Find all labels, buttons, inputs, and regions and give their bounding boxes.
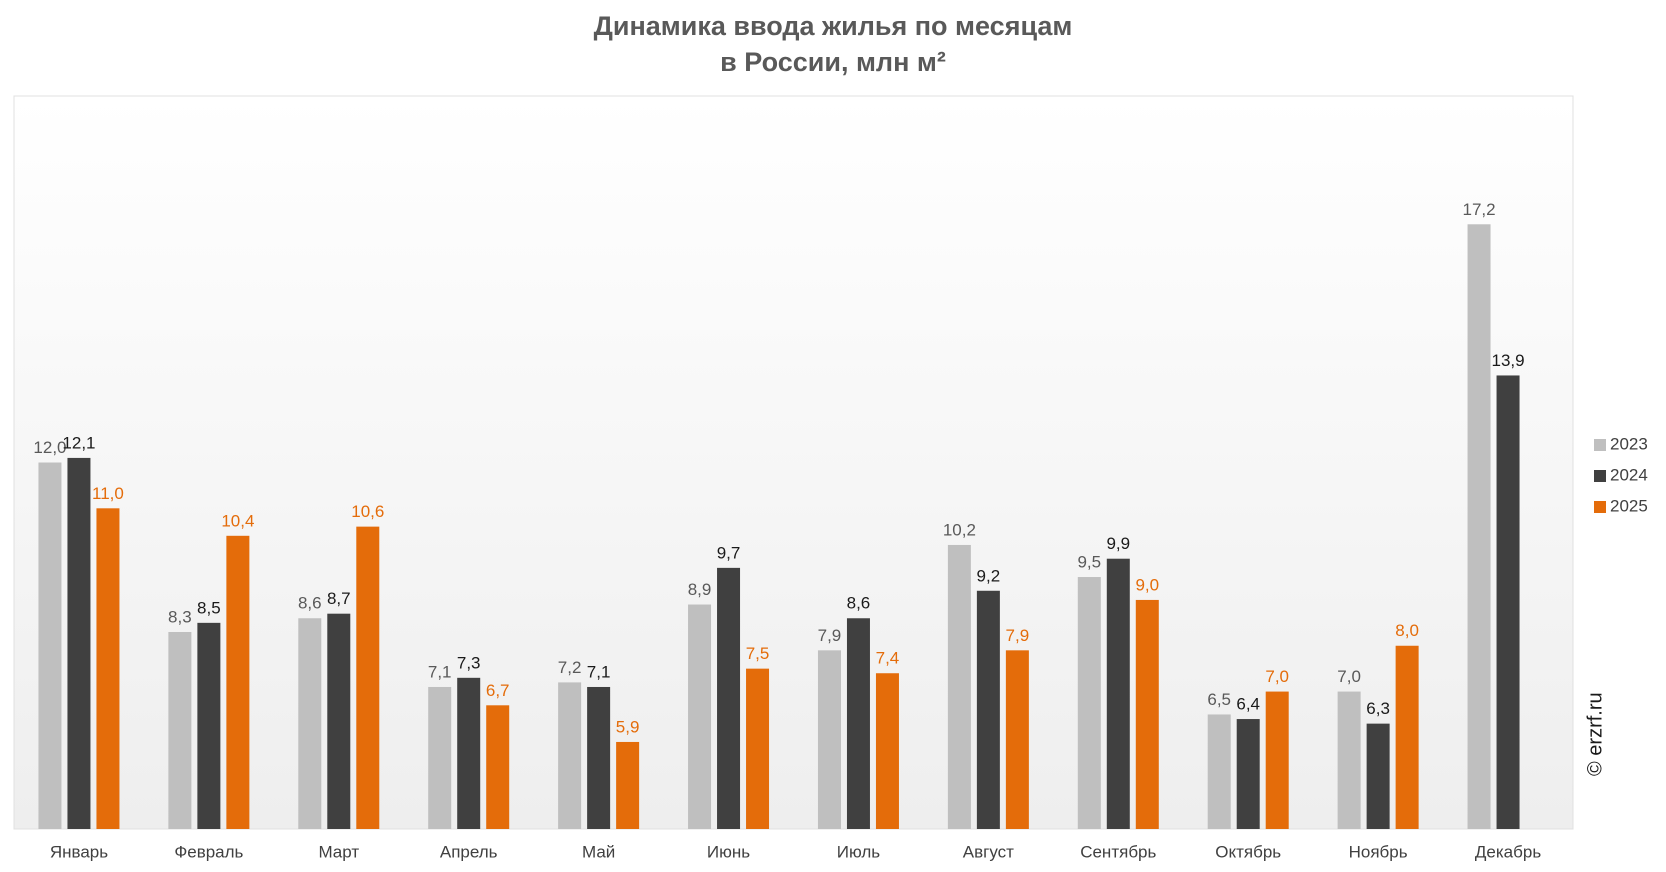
bar xyxy=(298,618,322,829)
bar xyxy=(1265,691,1289,829)
x-tick-label: Август xyxy=(963,842,1014,861)
value-label: 8,6 xyxy=(847,594,871,613)
value-label: 7,4 xyxy=(876,649,900,668)
value-label: 8,6 xyxy=(298,594,322,613)
bar xyxy=(1207,714,1231,829)
value-label: 11,0 xyxy=(92,484,124,503)
value-label: 10,2 xyxy=(943,520,976,539)
bar xyxy=(1496,375,1520,829)
value-label: 9,7 xyxy=(717,543,741,562)
x-tick-label: Декабрь xyxy=(1475,842,1541,861)
value-label: 10,4 xyxy=(221,511,254,530)
value-label: 7,1 xyxy=(587,662,611,681)
bar xyxy=(717,567,741,829)
bar xyxy=(168,632,192,829)
bar xyxy=(96,508,120,829)
bar xyxy=(688,604,712,829)
value-label: 8,3 xyxy=(168,607,192,626)
bar xyxy=(947,544,971,829)
legend-label: 2024 xyxy=(1610,465,1648,484)
value-label: 12,0 xyxy=(33,438,66,457)
legend-label: 2025 xyxy=(1610,496,1648,515)
legend-swatch xyxy=(1594,439,1606,451)
bar xyxy=(846,618,870,829)
bar xyxy=(1005,650,1029,829)
value-label: 6,5 xyxy=(1207,690,1231,709)
value-label: 9,9 xyxy=(1106,534,1130,553)
value-label: 7,2 xyxy=(558,658,582,677)
bar xyxy=(746,668,770,829)
value-label: 7,9 xyxy=(1006,626,1030,645)
value-label: 6,4 xyxy=(1236,695,1260,714)
value-label: 7,3 xyxy=(457,653,481,672)
value-label: 8,5 xyxy=(197,598,221,617)
bar xyxy=(1236,719,1260,829)
value-label: 10,6 xyxy=(351,502,384,521)
value-label: 6,3 xyxy=(1366,699,1390,718)
bar xyxy=(356,526,380,829)
value-label: 12,1 xyxy=(62,433,95,452)
bar xyxy=(587,686,611,829)
legend-swatch xyxy=(1594,501,1606,513)
bar xyxy=(457,677,481,829)
x-tick-label: Февраль xyxy=(174,842,243,861)
x-tick-label: Март xyxy=(318,842,359,861)
value-label: 6,7 xyxy=(486,681,510,700)
bar xyxy=(1337,691,1361,829)
value-label: 7,0 xyxy=(1337,667,1361,686)
bar xyxy=(1135,599,1159,829)
chart-title: Динамика ввода жилья по месяцам xyxy=(594,11,1073,41)
value-label: 17,2 xyxy=(1462,200,1495,219)
x-tick-label: Май xyxy=(582,842,615,861)
x-tick-label: Сентябрь xyxy=(1080,842,1156,861)
bar xyxy=(1395,645,1419,829)
bar xyxy=(226,535,250,829)
bar xyxy=(486,705,510,829)
bar xyxy=(817,650,841,829)
value-label: 8,7 xyxy=(327,589,351,608)
bar xyxy=(1467,224,1491,829)
value-label: 13,9 xyxy=(1491,351,1524,370)
bar xyxy=(1077,577,1101,829)
value-label: 8,9 xyxy=(688,580,712,599)
bar xyxy=(616,741,640,829)
x-tick-label: Июнь xyxy=(707,842,750,861)
bar xyxy=(558,682,582,829)
x-tick-label: Ноябрь xyxy=(1349,842,1408,861)
bar xyxy=(197,622,221,829)
value-label: 8,0 xyxy=(1395,621,1419,640)
legend-label: 2023 xyxy=(1610,434,1648,453)
value-label: 7,1 xyxy=(428,662,452,681)
legend-swatch xyxy=(1594,470,1606,482)
bar xyxy=(1366,723,1390,829)
x-tick-label: Июль xyxy=(837,842,881,861)
bar xyxy=(875,673,899,829)
bar xyxy=(428,686,452,829)
bar xyxy=(327,613,351,829)
value-label: 7,0 xyxy=(1265,667,1289,686)
bar xyxy=(1106,558,1130,829)
value-label: 9,0 xyxy=(1135,575,1159,594)
value-label: 7,5 xyxy=(746,644,770,663)
source: © erzrf.ru xyxy=(1584,692,1606,776)
value-label: 5,9 xyxy=(616,717,640,736)
value-label: 7,9 xyxy=(818,626,842,645)
value-label: 9,2 xyxy=(977,566,1001,585)
plot-area xyxy=(13,95,1574,830)
x-tick-label: Октябрь xyxy=(1215,842,1281,861)
x-tick-label: Апрель xyxy=(440,842,498,861)
bar xyxy=(38,462,62,829)
chart-title: в России, млн м² xyxy=(720,47,946,77)
value-label: 9,5 xyxy=(1077,553,1101,572)
bar xyxy=(976,590,1000,829)
x-tick-label: Январь xyxy=(50,842,108,861)
bar xyxy=(67,457,91,829)
